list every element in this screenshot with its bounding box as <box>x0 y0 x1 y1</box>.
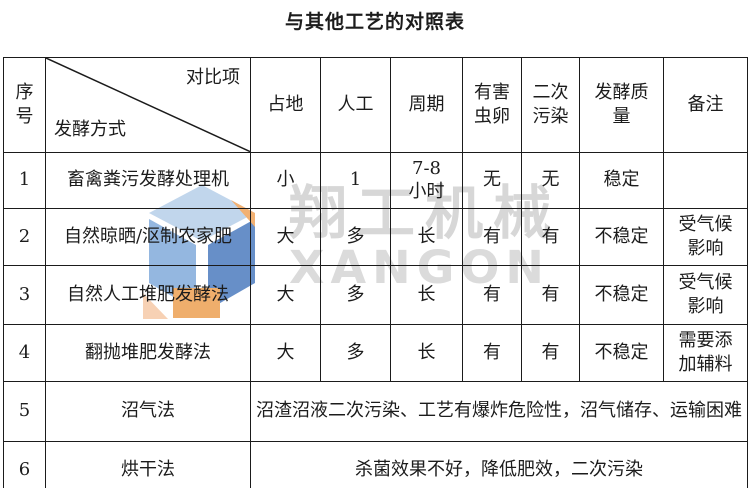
header-diagonal: 对比项 发酵方式 <box>45 57 251 153</box>
cell-labor: 1 <box>320 151 391 209</box>
cell-serial: 2 <box>3 207 46 266</box>
cell-method: 翻抛堆肥发酵法 <box>45 323 251 382</box>
cell-pollution: 有 <box>521 323 580 382</box>
diagonal-label-bottom: 发酵方式 <box>54 119 126 141</box>
cell-serial: 4 <box>3 323 46 382</box>
cell-note: 需要添 加辅料 <box>663 323 748 382</box>
cell-eggs: 有 <box>462 207 522 266</box>
cell-land: 大 <box>250 323 321 382</box>
header-serial: 序 号 <box>3 57 46 153</box>
cell-serial: 6 <box>3 440 46 488</box>
table-row: 1 畜禽粪污发酵处理机 小 1 7-8 小时 无 无 稳定 <box>3 151 748 209</box>
cell-quality: 不稳定 <box>579 323 664 382</box>
table-row: 3 自然人工堆肥发酵法 大 多 长 有 有 不稳定 受气候 影响 <box>3 264 748 325</box>
cell-merged-description: 杀菌效果不好，降低肥效，二次污染 <box>250 440 748 488</box>
header-col-pollution: 二次 污染 <box>521 57 580 153</box>
cell-serial: 3 <box>3 264 46 325</box>
header-col-note: 备注 <box>663 57 748 153</box>
table-row: 2 自然晾晒/沤制农家肥 大 多 长 有 有 不稳定 受气候 影响 <box>3 207 748 266</box>
cell-quality: 不稳定 <box>579 207 664 266</box>
cell-method: 自然晾晒/沤制农家肥 <box>45 207 251 266</box>
table-title: 与其他工艺的对照表 <box>284 11 465 33</box>
cell-pollution: 有 <box>521 264 580 325</box>
cell-cycle: 7-8 小时 <box>390 151 463 209</box>
cell-labor: 多 <box>320 323 391 382</box>
cell-quality: 不稳定 <box>579 264 664 325</box>
cell-cycle: 长 <box>390 264 463 325</box>
cell-method: 自然人工堆肥发酵法 <box>45 264 251 325</box>
cell-land: 小 <box>250 151 321 209</box>
cell-method: 烘干法 <box>45 440 251 488</box>
cell-eggs: 有 <box>462 323 522 382</box>
header-col-eggs: 有害 虫卵 <box>462 57 522 153</box>
cell-pollution: 无 <box>521 151 580 209</box>
cell-eggs: 有 <box>462 264 522 325</box>
header-col-land: 占地 <box>250 57 321 153</box>
cell-land: 大 <box>250 264 321 325</box>
header-row: 序 号 对比项 发酵方式 占地 人工 周期 有害 虫卵 二次 污染 发酵质 量 … <box>3 57 748 153</box>
cell-cycle: 长 <box>390 207 463 266</box>
comparison-table: 序 号 对比项 发酵方式 占地 人工 周期 有害 虫卵 二次 污染 发酵质 量 … <box>3 57 748 488</box>
cell-eggs: 无 <box>462 151 522 209</box>
cell-note <box>663 151 748 209</box>
cell-serial: 1 <box>3 151 46 209</box>
diagonal-divider <box>46 58 250 152</box>
cell-method: 沼气法 <box>45 380 251 442</box>
cell-merged-description: 沼渣沼液二次污染、工艺有爆炸危险性，沼气储存、运输困难 <box>250 380 748 442</box>
cell-quality: 稳定 <box>579 151 664 209</box>
cell-serial: 5 <box>3 380 46 442</box>
cell-cycle: 长 <box>390 323 463 382</box>
cell-note: 受气候 影响 <box>663 207 748 266</box>
cell-method: 畜禽粪污发酵处理机 <box>45 151 251 209</box>
cell-note: 受气候 影响 <box>663 264 748 325</box>
header-col-labor: 人工 <box>320 57 391 153</box>
diagonal-label-top: 对比项 <box>186 67 240 88</box>
cell-pollution: 有 <box>521 207 580 266</box>
table-row-merged: 5 沼气法 沼渣沼液二次污染、工艺有爆炸危险性，沼气储存、运输困难 <box>3 380 748 442</box>
header-col-quality: 发酵质 量 <box>579 57 664 153</box>
header-col-cycle: 周期 <box>390 57 463 153</box>
cell-land: 大 <box>250 207 321 266</box>
table-row: 4 翻抛堆肥发酵法 大 多 长 有 有 不稳定 需要添 加辅料 <box>3 323 748 382</box>
table-row-merged: 6 烘干法 杀菌效果不好，降低肥效，二次污染 <box>3 440 748 488</box>
cell-labor: 多 <box>320 264 391 325</box>
cell-labor: 多 <box>320 207 391 266</box>
